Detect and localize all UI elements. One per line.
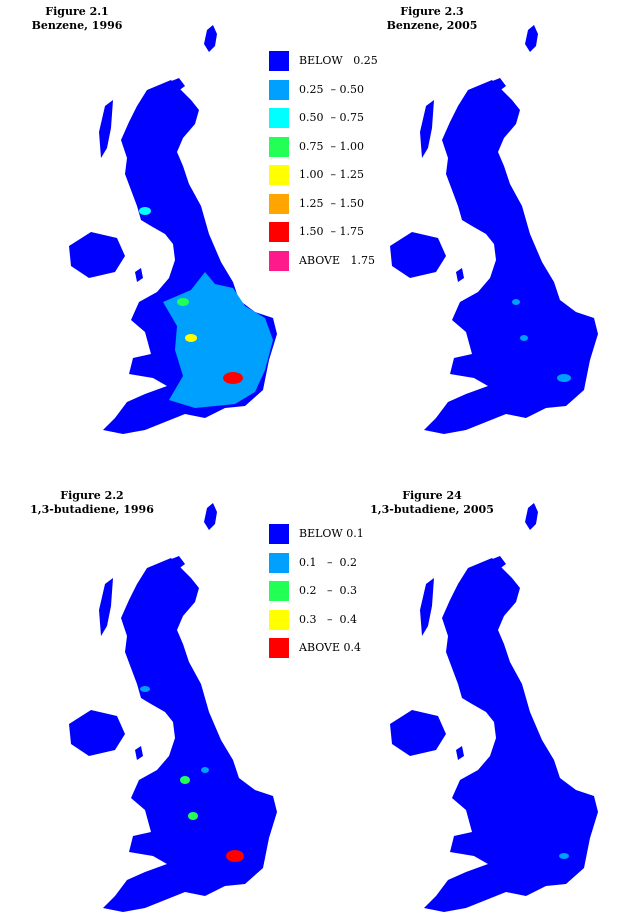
hotspot-london [223, 372, 243, 384]
legend-swatch [269, 524, 289, 544]
figure-2-2-title: Figure 2.2 1,3-butadiene, 1996 [22, 489, 162, 517]
ireland-north [390, 232, 446, 278]
figure-title: Figure 2.3 [400, 5, 464, 18]
pollution-overlay [140, 686, 244, 862]
hotspot-manchester [512, 299, 520, 305]
shetland-islands [204, 503, 217, 530]
map-butadiene-2005 [390, 503, 598, 912]
pollution-overlay [559, 853, 569, 859]
ireland-north [390, 710, 446, 756]
hotspot-manchester [177, 298, 189, 306]
great-britain [103, 558, 277, 912]
uk-landmass [69, 503, 277, 912]
hotspot-glasgow [139, 207, 151, 215]
legend-label: 0.75 – 1.00 [299, 139, 364, 153]
hotspot-london [226, 850, 244, 862]
figure-24-title: Figure 24 1,3-butadiene, 2005 [362, 489, 502, 517]
legend-label: BELOW 0.1 [299, 527, 364, 540]
legend-label: 1.00 – 1.25 [299, 168, 364, 181]
figure-2-3-title: Figure 2.3 Benzene, 2005 [372, 5, 492, 33]
legend-label: BELOW 0.25 [299, 54, 378, 67]
legend-label: 0.50 – 0.75 [299, 111, 364, 124]
isle-of-man [135, 746, 143, 760]
hebrides [420, 100, 434, 158]
hotspot-glasgow [140, 686, 150, 692]
legend-swatch [269, 51, 289, 71]
legend-swatch [269, 165, 289, 185]
ireland-north [69, 710, 125, 756]
great-britain [424, 80, 598, 434]
legend-swatch [269, 638, 289, 658]
legend-swatch [269, 108, 289, 128]
ireland-north [69, 232, 125, 278]
legend-label: ABOVE 0.4 [299, 641, 362, 654]
pollution-overlay [139, 207, 273, 408]
legend-label: 1.25 – 1.50 [299, 196, 364, 210]
legend-swatch [269, 193, 289, 214]
hotspot-leeds [201, 767, 209, 773]
legend-swatch [269, 250, 289, 271]
isle-of-man [456, 268, 464, 282]
uk-landmass [390, 25, 598, 434]
figure-subtitle: 1,3-butadiene, 2005 [370, 503, 494, 516]
shetland-islands [525, 25, 538, 52]
map-benzene-2005 [390, 25, 598, 434]
hotspot-birmingham [185, 334, 197, 342]
figure-title: Figure 24 [402, 489, 462, 502]
legend-label: 0.25 – 0.50 [299, 82, 364, 96]
hebrides [99, 578, 113, 636]
legend-label: 0.2 – 0.3 [299, 584, 357, 597]
hotspot-london [557, 374, 571, 382]
hotspot-birmingham [520, 335, 528, 341]
isle-of-man [135, 268, 143, 282]
hebrides [99, 100, 113, 158]
shetland-islands [204, 25, 217, 52]
map-benzene-1996 [69, 25, 277, 434]
figure-2-1-title: Figure 2.1 Benzene, 1996 [22, 5, 132, 33]
legend-swatch [269, 136, 289, 157]
legend-swatch [269, 609, 289, 630]
figure-subtitle: Benzene, 1996 [31, 19, 123, 32]
shetland-islands [525, 503, 538, 530]
legend-swatch [269, 79, 289, 100]
figure-title: Figure 2.2 [60, 489, 124, 502]
legend-label: 1.50 – 1.75 [299, 225, 364, 238]
uk-landmass [390, 503, 598, 912]
hotspot-london [559, 853, 569, 859]
legend-swatch [269, 222, 289, 242]
legend-swatch [269, 552, 289, 573]
map-butadiene-1996 [69, 503, 277, 912]
legend-label: 0.1 – 0.2 [299, 555, 357, 569]
hotspot-birmingham [188, 812, 198, 820]
cyan-band-england [163, 272, 273, 408]
figure-subtitle: Benzene, 2005 [386, 19, 478, 32]
figure-title: Figure 2.1 [45, 5, 109, 18]
hotspot-manchester [180, 776, 190, 784]
legend-swatch [269, 581, 289, 601]
legend-label: 0.3 – 0.4 [299, 612, 357, 626]
figure-subtitle: 1,3-butadiene, 1996 [30, 503, 154, 516]
pollution-overlay [512, 299, 571, 382]
isle-of-man [456, 746, 464, 760]
great-britain [424, 558, 598, 912]
hebrides [420, 578, 434, 636]
legend-label: ABOVE 1.75 [299, 253, 376, 267]
